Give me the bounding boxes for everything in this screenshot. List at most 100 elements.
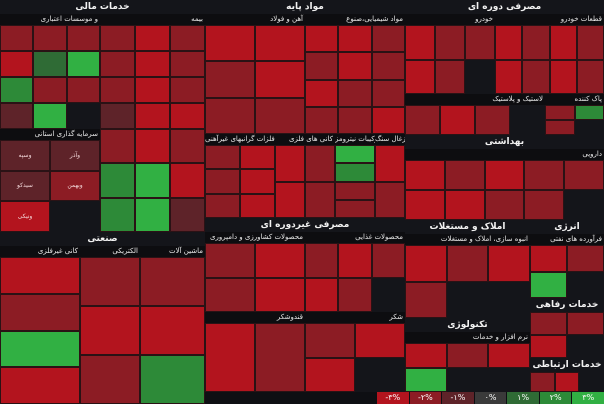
stock-tile[interactable] xyxy=(140,257,205,306)
stock-tile[interactable] xyxy=(240,145,275,170)
stock-tile[interactable] xyxy=(371,52,405,80)
stock-tile[interactable] xyxy=(255,323,305,392)
stock-tile[interactable] xyxy=(33,77,67,103)
stock-tile[interactable] xyxy=(405,25,435,60)
stock-tile[interactable] xyxy=(240,193,275,218)
stock-tile[interactable] xyxy=(495,59,523,94)
stock-tile[interactable] xyxy=(338,25,372,53)
stock-tile[interactable] xyxy=(567,245,604,272)
stock-tile[interactable] xyxy=(100,163,135,198)
stock-tile[interactable] xyxy=(484,190,525,220)
stock-tile[interactable] xyxy=(170,25,205,51)
stock-tile[interactable]: سیدکو xyxy=(0,170,50,202)
stock-tile[interactable] xyxy=(255,277,305,312)
stock-tile[interactable] xyxy=(405,343,447,368)
stock-tile[interactable] xyxy=(33,103,67,129)
stock-tile[interactable] xyxy=(80,257,140,306)
stock-tile[interactable] xyxy=(170,77,205,103)
stock-tile[interactable] xyxy=(371,106,405,134)
stock-tile[interactable] xyxy=(100,77,135,103)
stock-tile[interactable] xyxy=(305,25,339,53)
stock-tile[interactable] xyxy=(305,323,355,358)
stock-tile[interactable] xyxy=(440,105,475,135)
stock-tile[interactable] xyxy=(305,79,339,107)
stock-tile[interactable] xyxy=(275,181,305,218)
stock-tile[interactable] xyxy=(405,59,435,94)
stock-tile[interactable] xyxy=(405,281,447,318)
stock-tile[interactable] xyxy=(240,169,275,194)
stock-tile[interactable] xyxy=(170,163,205,198)
stock-tile[interactable] xyxy=(135,129,170,164)
stock-tile[interactable] xyxy=(255,25,305,62)
stock-tile[interactable] xyxy=(205,61,255,98)
stock-tile[interactable] xyxy=(100,197,135,232)
stock-tile[interactable] xyxy=(305,52,339,80)
stock-tile[interactable] xyxy=(305,106,339,134)
stock-tile[interactable] xyxy=(205,97,255,134)
stock-tile[interactable] xyxy=(530,312,567,335)
stock-tile[interactable] xyxy=(0,103,34,129)
stock-tile[interactable] xyxy=(170,51,205,77)
stock-tile[interactable] xyxy=(275,145,305,182)
stock-tile[interactable] xyxy=(205,277,255,312)
stock-tile[interactable] xyxy=(435,25,465,60)
stock-tile[interactable] xyxy=(524,190,565,220)
stock-tile[interactable] xyxy=(524,160,565,190)
stock-tile[interactable] xyxy=(205,145,240,170)
stock-tile[interactable] xyxy=(444,190,485,220)
stock-tile[interactable] xyxy=(205,243,255,278)
stock-tile[interactable] xyxy=(80,306,140,355)
stock-tile[interactable] xyxy=(355,323,405,358)
stock-tile[interactable] xyxy=(205,323,255,392)
stock-tile[interactable] xyxy=(530,335,567,358)
stock-tile[interactable] xyxy=(338,106,372,134)
stock-tile[interactable] xyxy=(170,197,205,232)
stock-tile[interactable] xyxy=(405,160,445,190)
stock-tile[interactable] xyxy=(375,181,405,218)
stock-tile[interactable] xyxy=(545,120,575,135)
stock-tile[interactable] xyxy=(255,61,305,98)
stock-tile[interactable] xyxy=(205,25,255,62)
stock-tile[interactable] xyxy=(338,52,372,80)
stock-tile[interactable]: وآذر xyxy=(50,140,100,171)
stock-tile[interactable] xyxy=(405,190,445,220)
stock-tile[interactable] xyxy=(405,245,447,282)
stock-tile[interactable] xyxy=(305,277,339,312)
stock-tile[interactable] xyxy=(564,160,604,190)
stock-tile[interactable] xyxy=(0,25,34,51)
stock-tile[interactable] xyxy=(371,243,405,278)
stock-tile[interactable] xyxy=(554,372,580,392)
stock-tile[interactable] xyxy=(135,103,170,129)
stock-tile[interactable] xyxy=(335,199,375,218)
stock-tile[interactable] xyxy=(576,59,604,94)
stock-tile[interactable] xyxy=(335,181,375,200)
stock-tile[interactable] xyxy=(335,163,375,182)
stock-tile[interactable] xyxy=(335,145,375,164)
stock-tile[interactable]: وبهمن xyxy=(50,170,100,202)
stock-tile[interactable] xyxy=(135,197,170,232)
stock-tile[interactable] xyxy=(80,355,140,404)
stock-tile[interactable] xyxy=(66,25,100,51)
stock-tile[interactable] xyxy=(465,25,495,60)
stock-tile[interactable] xyxy=(66,51,100,77)
stock-tile[interactable] xyxy=(170,129,205,164)
stock-tile[interactable] xyxy=(549,59,577,94)
stock-tile[interactable] xyxy=(338,243,372,278)
stock-tile[interactable] xyxy=(567,312,604,335)
stock-tile[interactable] xyxy=(33,51,67,77)
stock-tile[interactable] xyxy=(135,51,170,77)
stock-tile[interactable] xyxy=(574,105,604,120)
stock-tile[interactable] xyxy=(66,77,100,103)
stock-tile[interactable] xyxy=(255,243,305,278)
stock-tile[interactable]: وسپه xyxy=(0,140,50,171)
stock-tile[interactable] xyxy=(375,145,405,182)
stock-tile[interactable] xyxy=(405,367,447,392)
stock-tile[interactable] xyxy=(100,103,135,129)
stock-tile[interactable] xyxy=(135,163,170,198)
stock-tile[interactable] xyxy=(495,25,523,60)
stock-tile[interactable] xyxy=(100,25,135,51)
stock-tile[interactable] xyxy=(305,181,335,218)
stock-tile[interactable] xyxy=(484,160,525,190)
stock-tile[interactable] xyxy=(140,306,205,355)
stock-tile[interactable] xyxy=(522,25,550,60)
